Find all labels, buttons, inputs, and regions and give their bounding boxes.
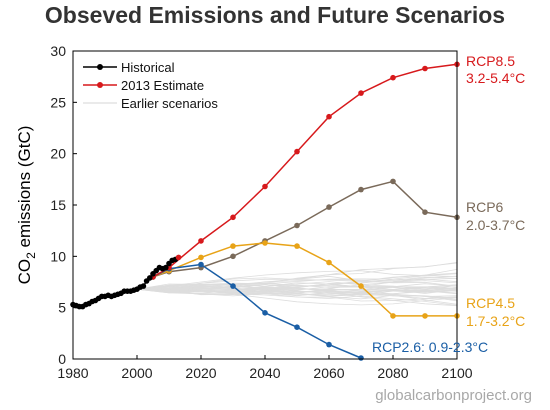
y-tick-label: 10: [50, 248, 66, 264]
earlier-scenario-line: [136, 284, 458, 294]
data-point-rcp2-6: [198, 261, 204, 268]
x-tick-label: 1980: [57, 365, 88, 381]
data-point-rcp2-6: [294, 324, 300, 331]
x-tick-label: 2040: [249, 365, 280, 381]
data-point-rcp6: [422, 209, 428, 215]
y-axis-label-subscript: 2: [24, 252, 38, 259]
series-layer: [70, 61, 460, 361]
data-point-rcp2-6: [358, 355, 364, 361]
y-tick-label: 25: [50, 94, 66, 110]
series-line-rcp6: [152, 180, 458, 278]
y-tick-label: 30: [50, 43, 66, 59]
y-axis-label-suffix: emissions (GtC): [15, 126, 34, 253]
legend-label: Historical: [121, 60, 175, 75]
x-tick-label: 2060: [313, 365, 344, 381]
data-point-historical: [163, 264, 169, 271]
x-tick-label: 2020: [185, 365, 216, 381]
y-tick-label: 20: [50, 146, 66, 162]
earlier-scenarios-layer: [136, 262, 458, 307]
data-point-rcp8-5: [198, 238, 204, 244]
legend: Historical 2013 Estimate Earlier scenarios: [83, 60, 218, 111]
earlier-scenario-line: [136, 287, 458, 302]
data-point-rcp4-5: [198, 254, 204, 261]
source-credit: globalcarbonproject.org: [375, 387, 532, 404]
series-rcp8-5: [150, 61, 460, 280]
data-point-rcp2-6: [326, 341, 332, 348]
legend-marker: [97, 82, 103, 88]
data-point-rcp6: [390, 178, 396, 185]
series-2013-estimate: [175, 254, 182, 261]
scenario-labels-layer: RCP8.53.2-5.4°C RCP6 2.0-3.7°C RCP4.5 1.7-3.…: [372, 53, 525, 355]
data-point-rcp8-5: [326, 113, 332, 120]
earlier-scenario-line: [136, 278, 458, 293]
earlier-scenario-line: [136, 287, 458, 299]
scenario-label-rcp4-5: RCP4.5: [466, 295, 515, 311]
earlier-scenario-line: [136, 272, 458, 290]
x-tick-label: 2100: [441, 365, 472, 381]
data-point-historical: [140, 283, 147, 289]
scenario-label-rcp6: RCP6: [466, 199, 504, 215]
data-point-rcp4-5: [294, 243, 300, 249]
x-tick-label: 2000: [121, 365, 152, 381]
legend-label: 2013 Estimate: [121, 78, 204, 93]
data-point-2013-estimate: [175, 254, 182, 261]
data-point-rcp8-5: [230, 214, 236, 221]
data-point-rcp6: [358, 186, 364, 193]
earlier-scenario-line: [136, 270, 458, 290]
earlier-scenario-line: [136, 283, 458, 294]
scenario-label-rcp8-5: 3.2-5.4°C: [466, 70, 525, 86]
data-point-rcp8-5: [262, 183, 268, 190]
data-point-rcp8-5: [358, 90, 364, 96]
data-point-rcp4-5: [326, 259, 332, 266]
series-historical: [70, 256, 179, 310]
data-point-rcp2-6: [262, 310, 268, 316]
earlier-scenario-line: [136, 284, 458, 305]
data-point-rcp8-5: [422, 65, 428, 72]
data-point-rcp2-6: [230, 283, 236, 289]
data-point-rcp6: [294, 222, 300, 229]
x-tick-label: 2080: [377, 365, 408, 381]
data-point-rcp6: [230, 253, 236, 260]
data-point-rcp8-5: [390, 74, 396, 81]
scenario-label-rcp8-5: RCP8.5: [466, 53, 515, 69]
series-line-rcp2-6: [152, 263, 362, 359]
earlier-scenario-line: [136, 262, 458, 290]
y-axis-label: CO2 emissions (GtC): [15, 126, 38, 285]
ticks-layer: 1980 2000 2020 2040 2060 2080 2100 0 5 10 15 20 25 30: [50, 43, 472, 381]
y-tick-label: 5: [58, 300, 66, 316]
scenario-label-rcp4-5: 1.7-3.2°C: [466, 313, 525, 329]
data-point-historical: [147, 275, 153, 281]
y-tick-label: 15: [50, 197, 66, 213]
earlier-scenario-line: [136, 287, 458, 294]
legend-marker: [97, 64, 103, 70]
data-point-rcp6: [326, 204, 332, 210]
scenario-label-rcp2-6: RCP2.6: 0.9-2.3°C: [372, 339, 488, 355]
y-axis-label-prefix: CO: [15, 259, 34, 285]
data-point-rcp4-5: [230, 243, 236, 249]
earlier-scenario-line: [136, 288, 458, 297]
scenario-label-rcp6: 2.0-3.7°C: [466, 217, 525, 233]
data-point-rcp4-5: [422, 313, 428, 319]
chart-title: Obseved Emissions and Future Scenarios: [44, 2, 506, 28]
data-point-rcp4-5: [390, 313, 396, 319]
y-tick-label: 0: [58, 351, 66, 367]
legend-label: Earlier scenarios: [121, 96, 218, 111]
data-point-rcp4-5: [262, 240, 268, 246]
data-point-rcp8-5: [294, 148, 300, 155]
data-point-rcp4-5: [358, 283, 364, 289]
